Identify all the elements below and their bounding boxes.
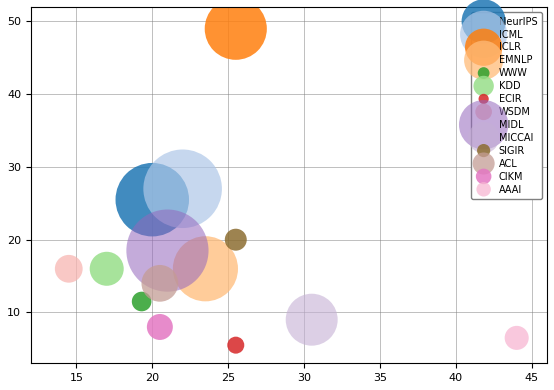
SIGIR [232, 237, 240, 243]
MICCAI [307, 317, 316, 323]
Legend: NeurIPS, ICML, ICLR, EMNLP, WWW, KDD, ECIR, WSDM, MIDL, MICCAI, SIGIR, ACL, CIKM: NeurIPS, ICML, ICLR, EMNLP, WWW, KDD, EC… [471, 12, 542, 199]
ICML [178, 186, 187, 192]
CIKM [156, 324, 165, 330]
MIDL [163, 248, 172, 254]
KDD [102, 266, 111, 272]
ACL [156, 280, 165, 286]
NeurIPS [148, 197, 157, 203]
AAAI [512, 335, 521, 341]
ICLR [232, 26, 240, 32]
WSDM [64, 266, 73, 272]
EMNLP [201, 266, 210, 272]
ECIR [232, 342, 240, 348]
WWW [137, 298, 146, 305]
